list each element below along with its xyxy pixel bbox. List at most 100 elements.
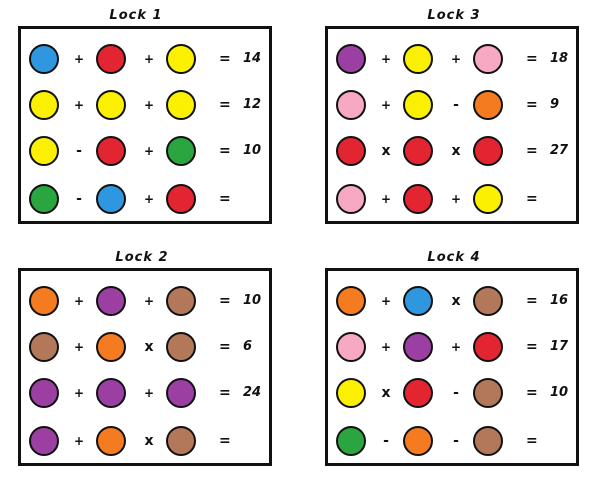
red-circle [403,378,433,408]
operator: + [380,98,392,112]
blue-circle [96,184,126,214]
purple-circle [166,378,196,408]
equals-sign: = [219,143,231,159]
operator: + [73,434,85,448]
equation-result: 24 [243,385,262,400]
yellow-circle [403,90,433,120]
equals-sign: = [526,339,538,355]
blue-circle [403,286,433,316]
yellow-circle [29,136,59,166]
equals-sign: = [526,143,538,159]
blue-circle [29,44,59,74]
equation-row: - - = [328,423,576,459]
operator: + [380,294,392,308]
equation-row: x - = 10 [328,375,576,411]
yellow-circle [29,90,59,120]
equation-result: 10 [243,143,262,158]
operator: + [143,52,155,66]
red-circle [403,184,433,214]
equals-sign: = [219,51,231,67]
brown-circle [473,378,503,408]
equation-result: 9 [550,97,560,112]
operator: + [143,386,155,400]
equals-sign: = [219,385,231,401]
equation-result: 17 [550,339,569,354]
operator: + [143,192,155,206]
equation-row: - + = 10 [21,133,269,169]
purple-circle [403,332,433,362]
equals-sign: = [219,191,231,207]
operator: + [73,386,85,400]
equation-row: + x = [21,423,269,459]
orange-circle [96,332,126,362]
operator: + [143,98,155,112]
equals-sign: = [219,293,231,309]
pink-circle [473,44,503,74]
yellow-circle [96,90,126,120]
purple-circle [96,378,126,408]
brown-circle [166,332,196,362]
pink-circle [336,184,366,214]
equals-sign: = [219,97,231,113]
operator: + [143,144,155,158]
operator: x [144,433,154,449]
equals-sign: = [526,433,538,449]
orange-circle [96,426,126,456]
equals-sign: = [526,293,538,309]
green-circle [166,136,196,166]
red-circle [166,184,196,214]
equals-sign: = [219,433,231,449]
orange-circle [473,90,503,120]
equation-row: + + = 10 [21,283,269,319]
equals-sign: = [219,339,231,355]
operator: x [381,143,391,159]
lock-3-title: Lock 3 [427,8,481,23]
equation-row: + + = 18 [328,41,576,77]
equation-result: 10 [550,385,569,400]
equation-result: 12 [243,97,262,112]
red-circle [96,136,126,166]
equation-result: 6 [243,339,253,354]
purple-circle [336,44,366,74]
operator: - [453,433,459,449]
operator: + [450,192,462,206]
equation-row: x x = 27 [328,133,576,169]
operator: x [144,339,154,355]
red-circle [96,44,126,74]
operator: - [76,143,82,159]
orange-circle [403,426,433,456]
equation-row: + x = 6 [21,329,269,365]
equals-sign: = [526,97,538,113]
brown-circle [473,286,503,316]
brown-circle [166,286,196,316]
equation-result: 27 [550,143,569,158]
equation-row: + + = 17 [328,329,576,365]
operator: + [380,340,392,354]
operator: - [453,385,459,401]
equals-sign: = [526,191,538,207]
operator: + [73,98,85,112]
equals-sign: = [526,51,538,67]
yellow-circle [336,378,366,408]
equation-row: + + = [328,181,576,217]
equals-sign: = [526,385,538,401]
lock-2-title: Lock 2 [115,250,169,265]
operator: + [450,340,462,354]
yellow-circle [166,44,196,74]
red-circle [336,136,366,166]
operator: - [453,97,459,113]
green-circle [336,426,366,456]
lock-1-panel: + + = 14 + + = 12 - + = 10 - + = [18,26,272,224]
brown-circle [29,332,59,362]
equation-row: + x = 16 [328,283,576,319]
operator: + [73,294,85,308]
operator: - [383,433,389,449]
equation-result: 16 [550,293,569,308]
operator: + [450,52,462,66]
red-circle [473,332,503,362]
equation-result: 10 [243,293,262,308]
green-circle [29,184,59,214]
equation-row: + - = 9 [328,87,576,123]
operator: + [73,340,85,354]
equation-row: - + = [21,181,269,217]
